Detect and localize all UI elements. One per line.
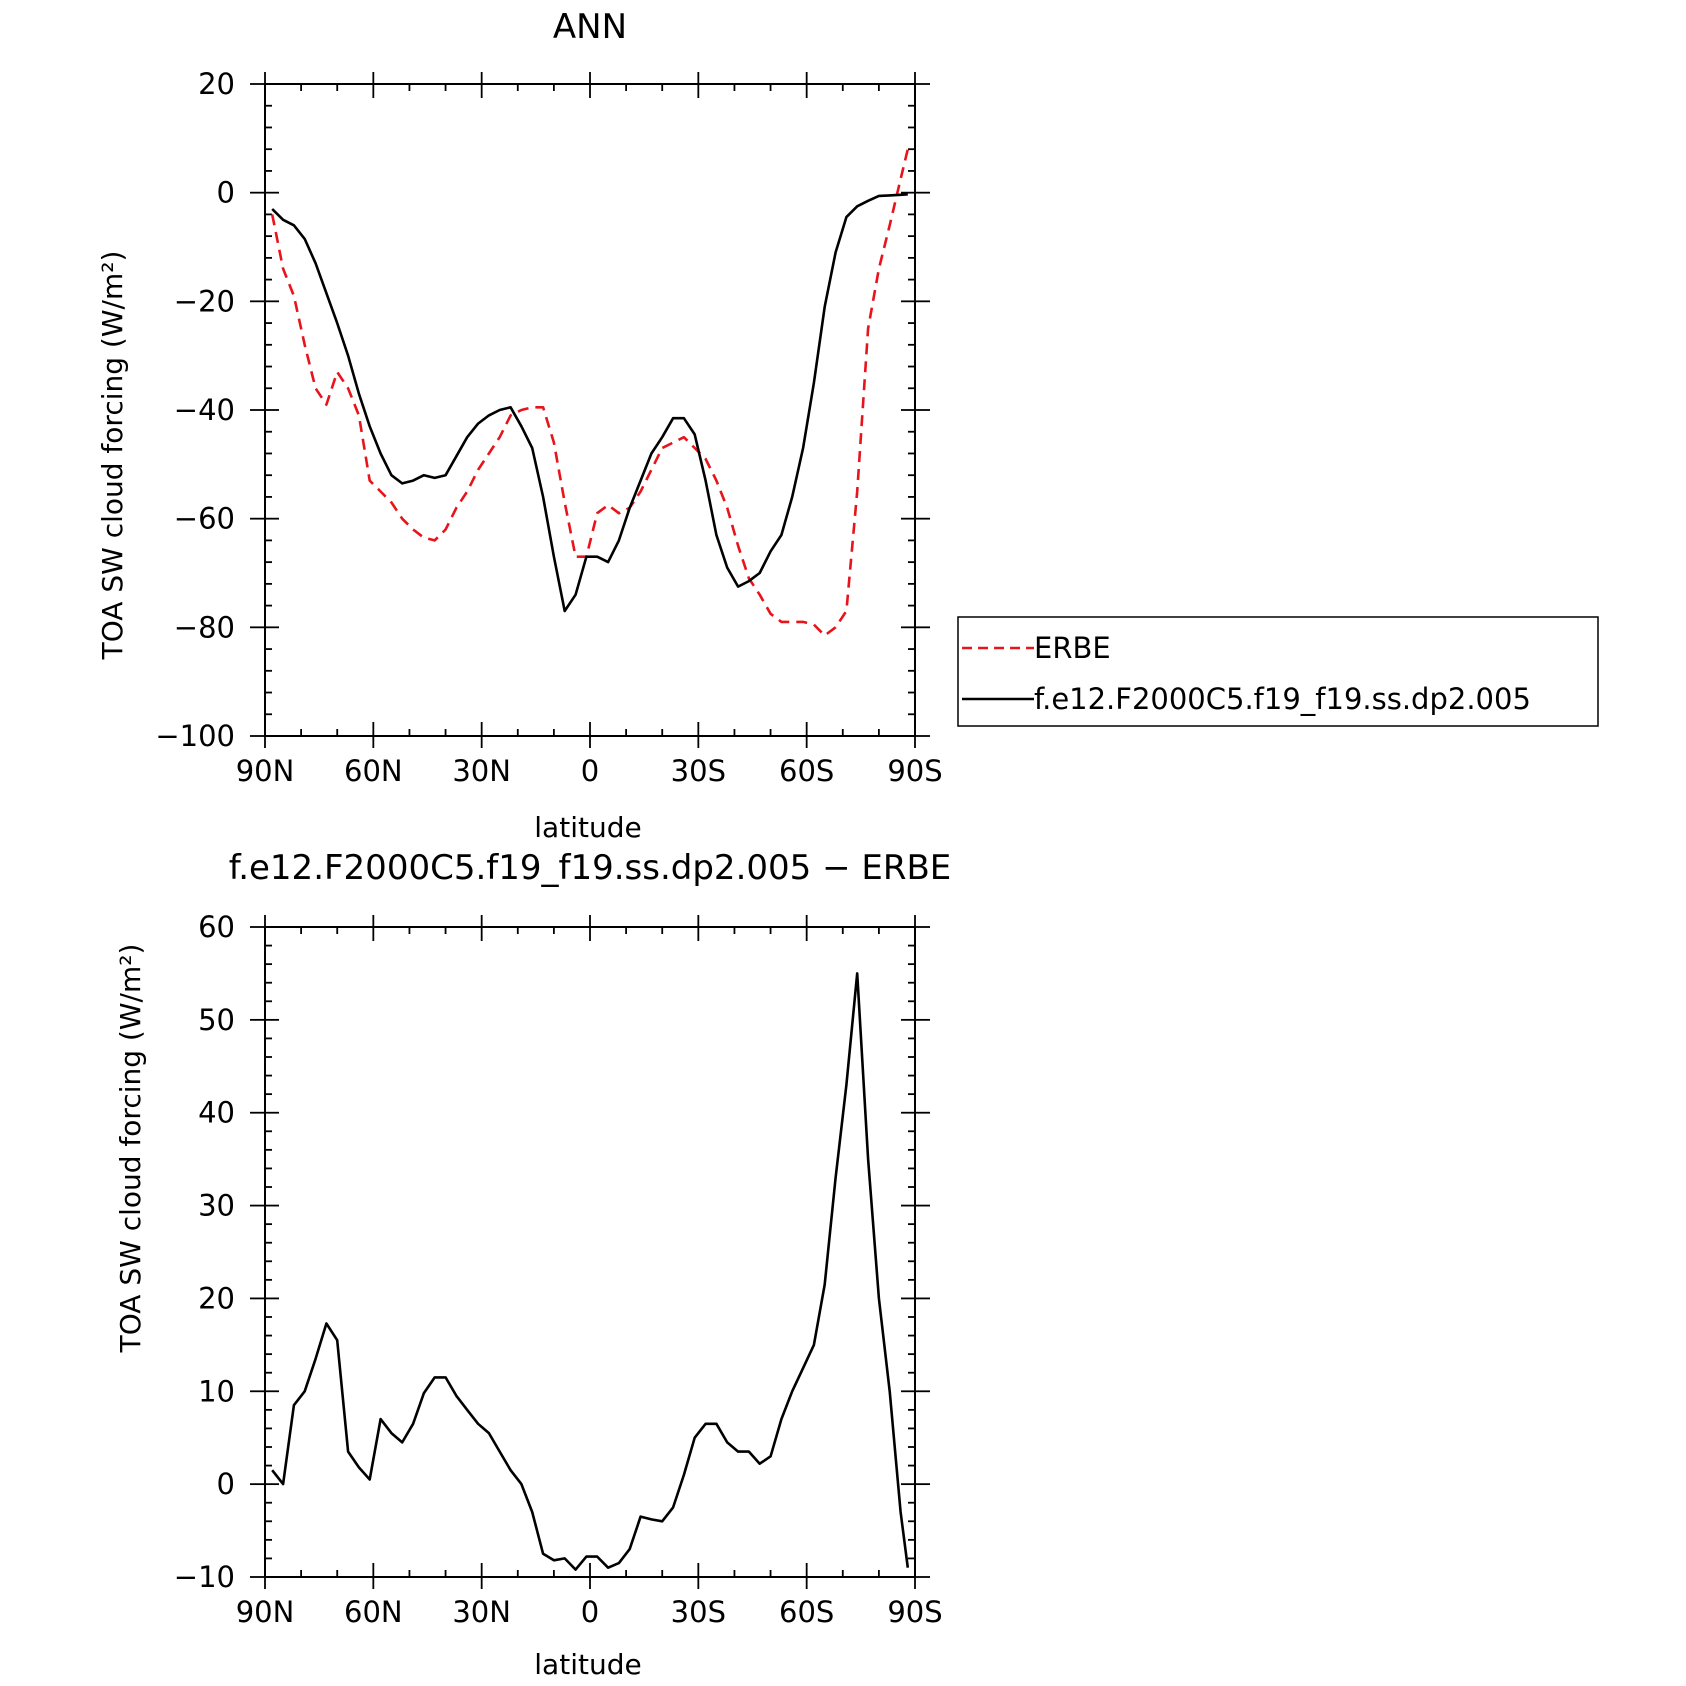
legend-label-model: f.e12.F2000C5.f19_f19.ss.dp2.005 [1034,682,1531,716]
chart-title: ANN [553,7,627,47]
x-tick-label: 60S [779,754,834,788]
y-tick-label: −100 [155,719,235,753]
y-axis-label: TOA SW cloud forcing (W/m²) [96,251,129,661]
x-axis-label: latitude [534,1648,641,1681]
tick-labels: 90N 60N 30N 0 30S 60S 90S 20 0 −20 −40 −60 −80 −100 [155,67,942,788]
series-line-difference [271,972,910,1571]
y-tick-label: −20 [174,284,235,318]
plot-frame [264,83,916,737]
x-tick-label: 60N [344,754,403,788]
x-tick-label: 60S [779,1595,834,1629]
x-tick-label: 90S [887,754,942,788]
y-tick-label: 40 [198,1096,235,1130]
axis-ticks [250,72,930,748]
y-tick-label: −40 [174,393,235,427]
x-tick-label: 30S [671,1595,726,1629]
legend: ERBE f.e12.F2000C5.f19_f19.ss.dp2.005 [957,616,1599,727]
y-tick-label: 30 [198,1189,235,1223]
x-tick-label: 0 [581,754,599,788]
y-tick-label: −10 [174,1560,235,1594]
chart-title: f.e12.F2000C5.f19_f19.ss.dp2.005 − ERBE [229,848,952,888]
y-tick-label: −60 [174,502,235,536]
series-lines [270,148,910,637]
x-tick-label: 30S [671,754,726,788]
x-axis-label: latitude [534,811,641,844]
x-tick-label: 90S [887,1595,942,1629]
y-tick-label: 0 [217,176,235,210]
series-line-erbe [270,148,910,637]
x-tick-label: 30N [452,1595,511,1629]
y-tick-label: 20 [198,1281,235,1315]
tick-labels: 90N 60N 30N 0 30S 60S 90S 60 50 40 30 20 10 0 −10 [174,910,943,1629]
y-tick-label: 50 [198,1003,235,1037]
legend-label-erbe: ERBE [1034,631,1111,665]
y-tick-label: 0 [217,1467,235,1501]
legend-box [957,616,1599,727]
y-tick-label: 10 [198,1374,235,1408]
series-line-f-e12-f2000c5-f19-f19-ss-dp2-005 [271,193,908,613]
chart-panel-difference: f.e12.F2000C5.f19_f19.ss.dp2.005 − ERBE … [114,848,951,1681]
y-axis-label: TOA SW cloud forcing (W/m²) [114,944,147,1354]
x-tick-label: 90N [236,754,295,788]
y-tick-label: 20 [198,67,235,101]
x-tick-label: 30N [452,754,511,788]
x-tick-label: 0 [581,1595,599,1629]
chart-panel-ann: ANN TOA SW cloud forcing (W/m²) latitude… [96,7,1599,844]
series-lines [271,972,910,1571]
x-tick-label: 60N [344,1595,403,1629]
plot-frame [264,926,916,1578]
x-tick-label: 90N [236,1595,295,1629]
y-tick-label: 60 [198,910,235,944]
y-tick-label: −80 [174,610,235,644]
